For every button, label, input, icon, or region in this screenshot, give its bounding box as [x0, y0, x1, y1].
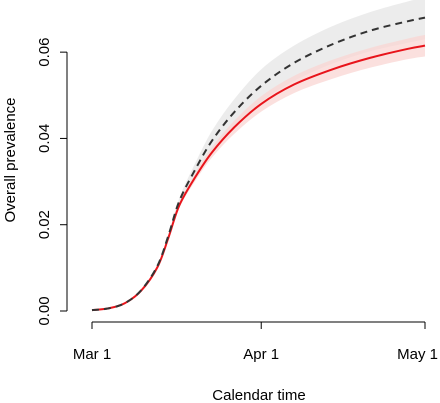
x-tick-label-0: Mar 1 — [73, 346, 111, 363]
confidence-band-2 — [92, 34, 425, 311]
x-axis-title: Calendar time — [212, 387, 305, 403]
x-ticks: Mar 1 Apr 1 May 1 — [73, 322, 438, 363]
confidence-bands — [92, 0, 425, 311]
y-tick-label-2: 0.04 — [36, 124, 53, 153]
y-tick-label-1: 0.02 — [36, 210, 53, 239]
confidence-band-1 — [92, 0, 425, 311]
x-tick-label-2: May 1 — [397, 346, 438, 363]
x-tick-label-1: Apr 1 — [243, 346, 279, 363]
series-line-2 — [91, 44, 426, 312]
axes — [66, 52, 425, 323]
y-ticks: 0.00 0.02 0.04 0.06 — [36, 38, 67, 326]
series-lines — [91, 16, 426, 312]
series-line-1 — [91, 16, 426, 312]
y-axis-title: Overall prevalence — [2, 97, 19, 222]
y-tick-label-0: 0.00 — [36, 296, 53, 325]
y-tick-label-3: 0.06 — [36, 38, 53, 67]
